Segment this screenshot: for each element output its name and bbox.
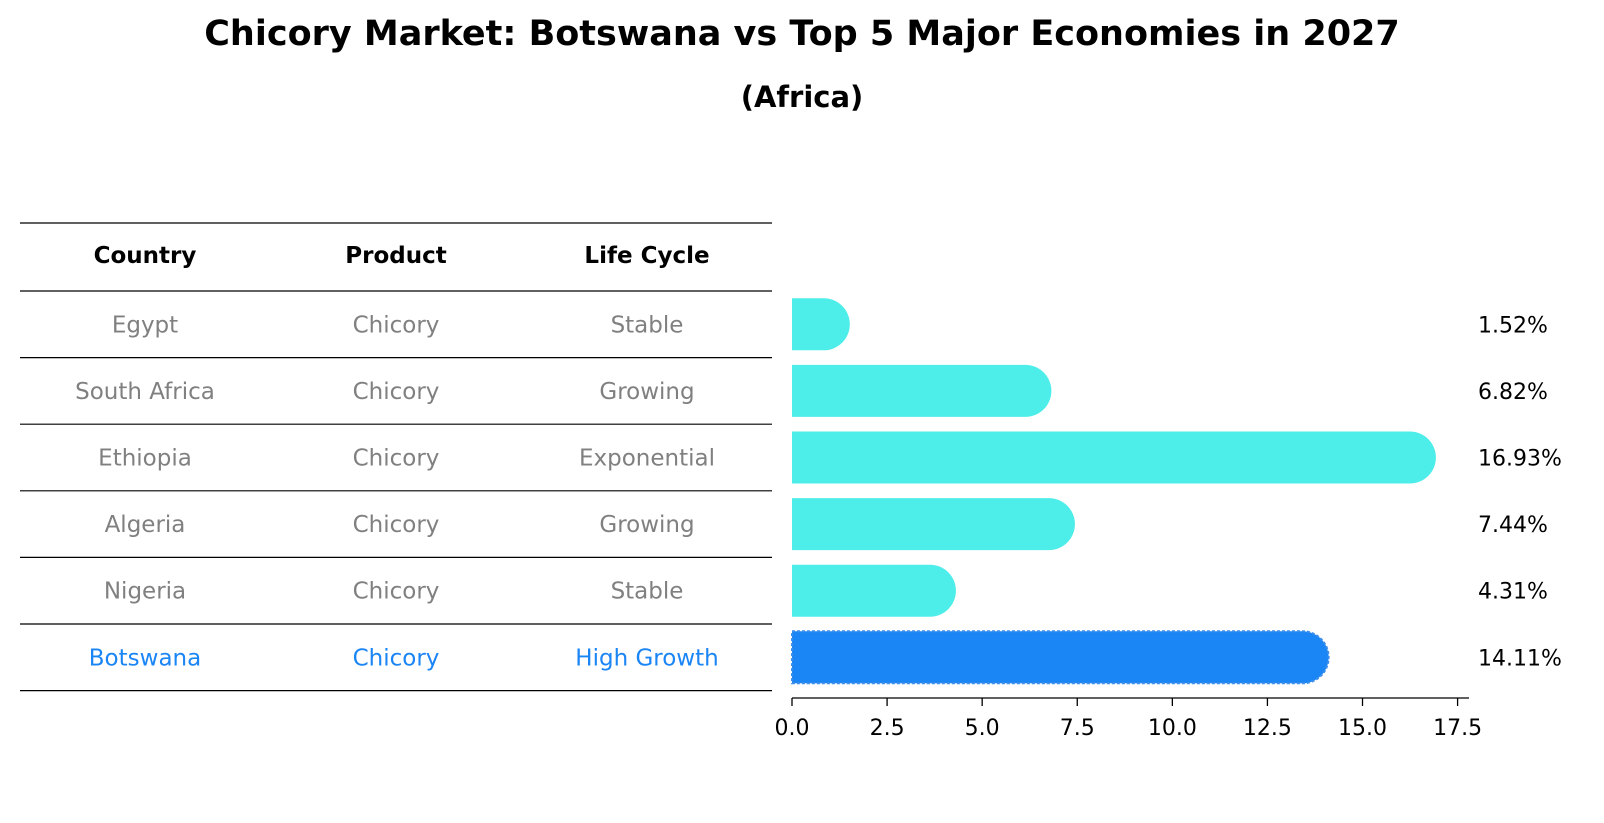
- cell-product: Chicory: [353, 512, 440, 538]
- x-tick-label: 7.5: [1060, 716, 1095, 741]
- chart-title: Chicory Market: Botswana vs Top 5 Major …: [204, 14, 1400, 54]
- header-product: Product: [345, 243, 446, 269]
- bars: 1.52% 6.82% 16.93% 7.44% 4.31% 14.11%: [791, 298, 1562, 685]
- cell-country: Botswana: [89, 645, 201, 671]
- value-label: 7.44%: [1478, 513, 1548, 538]
- value-label: 16.93%: [1478, 447, 1562, 472]
- cell-life-cycle: Growing: [599, 379, 694, 405]
- value-label: 6.82%: [1478, 380, 1548, 405]
- x-tick-label: 12.5: [1243, 716, 1292, 741]
- cell-life-cycle: Growing: [599, 512, 694, 538]
- x-tick-label: 15.0: [1338, 716, 1387, 741]
- cell-product: Chicory: [353, 379, 440, 405]
- cell-country: Egypt: [112, 312, 178, 338]
- cell-life-cycle: Stable: [611, 312, 684, 338]
- header-life-cycle: Life Cycle: [584, 243, 709, 269]
- value-label: 1.52%: [1478, 313, 1548, 338]
- x-axis: 0.0 2.5 5.0 7.5 10.0 12.5 15.0 17.5: [775, 697, 1482, 741]
- cell-country: Nigeria: [104, 579, 186, 605]
- cell-country: Ethiopia: [98, 446, 192, 472]
- bar-algeria: [792, 498, 1075, 551]
- cell-life-cycle: Stable: [611, 579, 684, 605]
- header-country: Country: [94, 243, 197, 269]
- bar-nigeria: [792, 564, 956, 617]
- bar-ethiopia: [792, 431, 1436, 484]
- chart-subtitle: (Africa): [740, 80, 864, 114]
- data-table: Country Product Life Cycle Egypt Chicory S…: [20, 222, 772, 692]
- cell-product: Chicory: [353, 579, 440, 605]
- x-tick-label: 17.5: [1433, 716, 1482, 741]
- cell-life-cycle: High Growth: [575, 645, 718, 671]
- cell-country: South Africa: [75, 379, 215, 405]
- x-tick-label: 0.0: [775, 716, 810, 741]
- bar-egypt: [792, 298, 850, 351]
- value-label: 4.31%: [1478, 580, 1548, 605]
- cell-product: Chicory: [353, 312, 440, 338]
- x-tick-label: 10.0: [1148, 716, 1197, 741]
- x-tick-label: 2.5: [870, 716, 905, 741]
- cell-life-cycle: Exponential: [579, 446, 715, 472]
- value-label: 14.11%: [1478, 646, 1562, 671]
- bar-botswana: [791, 630, 1330, 685]
- bar-south-africa: [792, 364, 1052, 417]
- cell-product: Chicory: [353, 446, 440, 472]
- cell-product: Chicory: [353, 645, 440, 671]
- x-tick-label: 5.0: [965, 716, 1000, 741]
- cell-country: Algeria: [105, 512, 186, 538]
